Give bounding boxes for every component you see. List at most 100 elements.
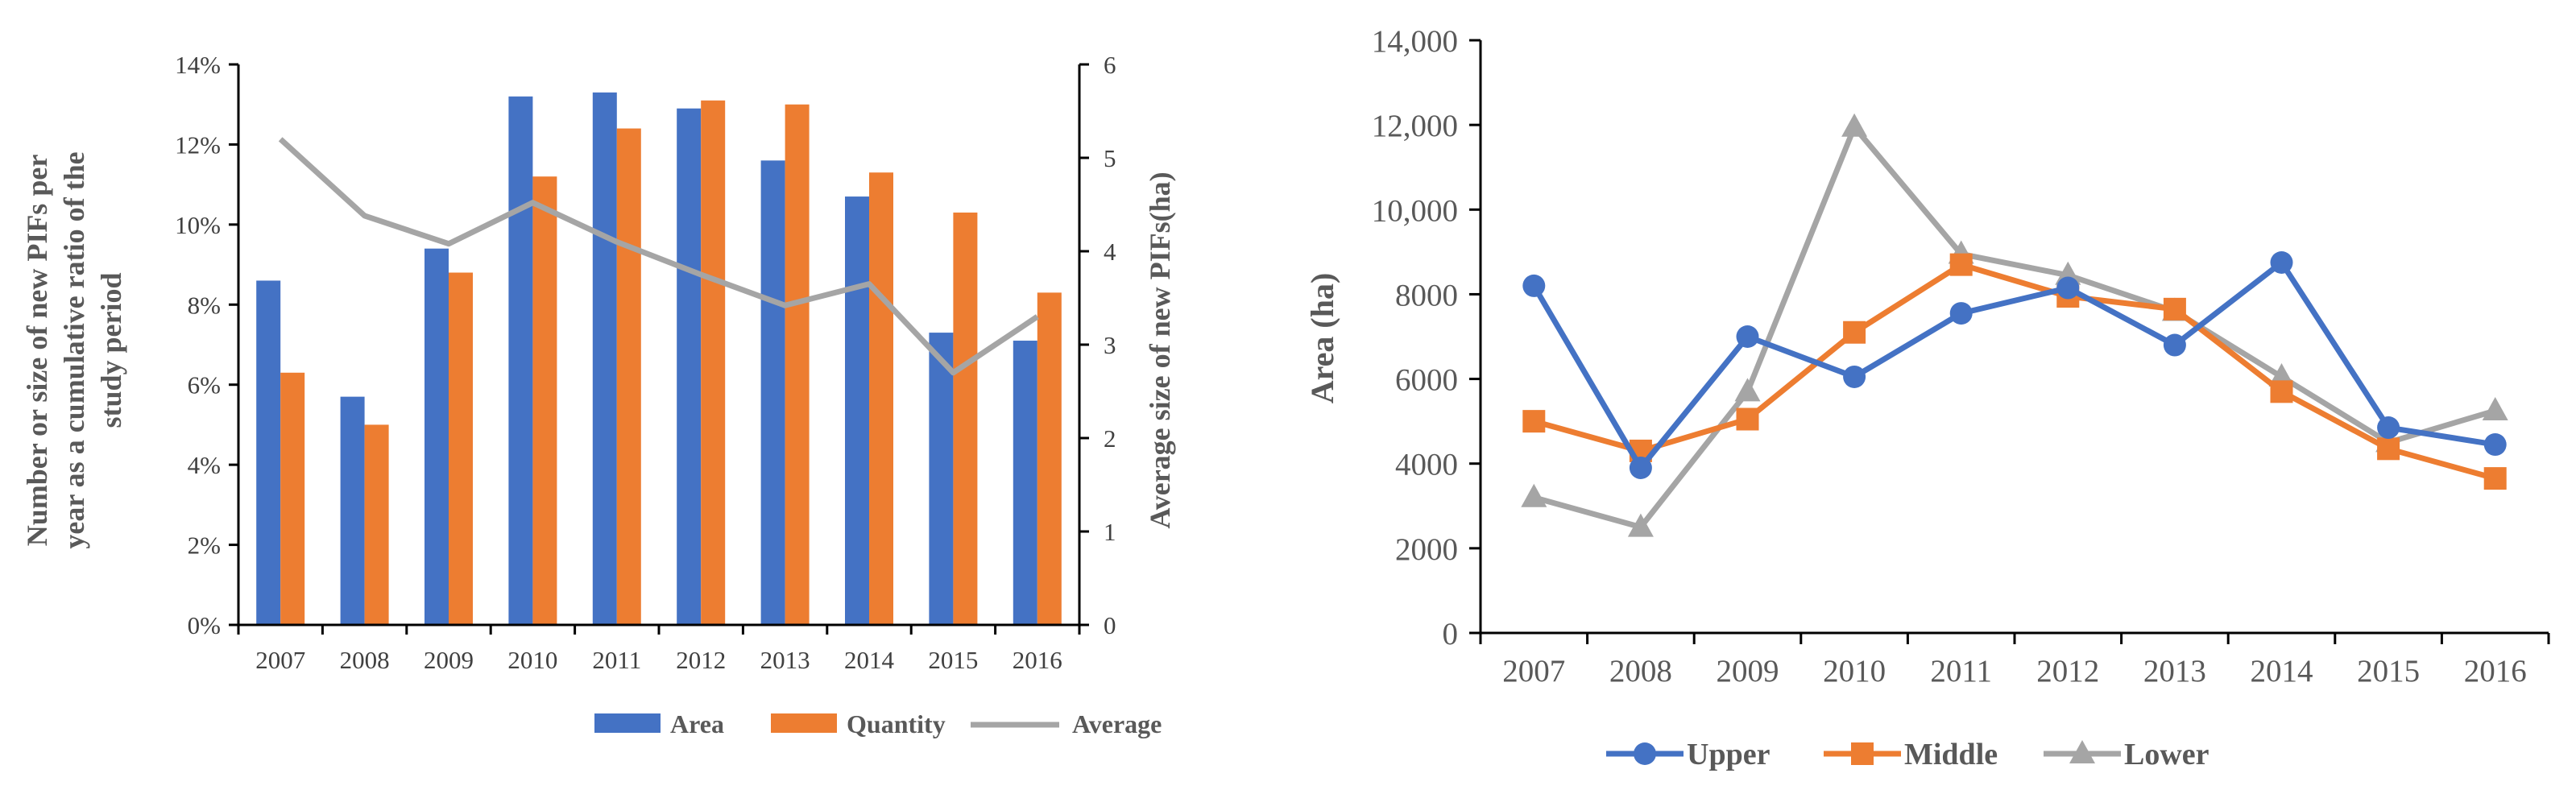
bar-area-2008 [340,396,365,625]
legend-label-area: Area [670,709,724,738]
x-axis-tick-label: 2016 [2464,654,2527,689]
right-axis-tick-label: 5 [1104,144,1116,172]
point-upper-2007 [1522,274,1546,297]
y-axis-tick-label: 8000 [1395,278,1458,312]
point-upper-2015 [2377,416,2400,440]
legend-label-middle: Middle [1904,738,1998,771]
x-axis-tick-label: 2009 [1717,654,1779,689]
bar-area-2013 [760,160,785,626]
x-axis-tick-label: 2010 [507,646,557,674]
left-axis-title-line-1: Number or size of new PIFs per [21,155,53,547]
bar-quantity-2016 [1037,292,1062,625]
point-lower-2007 [1521,483,1547,507]
right-axis-title: Average size of new PIFs(ha) [1144,172,1176,528]
right-axis-tick-label: 4 [1104,238,1116,266]
bar-area-2012 [677,108,702,625]
bar-area-2009 [425,248,449,625]
right-axis-tick-label: 6 [1104,51,1116,79]
bars-layer [256,92,1062,626]
x-axis-tick-label: 2011 [1930,654,1992,689]
legend-marker-lower [2069,740,2095,763]
left-axis-title-line-3: study period [95,272,127,428]
left-axis-tick-label: 12% [175,130,221,159]
point-lower-2009 [1734,378,1761,402]
series-layer-right [1521,113,2508,537]
bar-quantity-2011 [616,128,641,626]
x-axis-tick-label: 2012 [676,646,726,674]
x-axis-tick-label: 2015 [928,646,978,674]
left-axis-tick-label: 14% [175,51,221,79]
line-lower [1533,124,2496,531]
left-axis-tick-label: 10% [175,211,221,239]
chart-right: 0 2000 4000 6000 8000 10,000 12,000 14,000 2007 2… [1304,24,2550,771]
y-axis-tick-label: 2000 [1395,532,1458,567]
legend-swatch-area [594,713,661,733]
point-middle-2013 [2163,297,2186,320]
bar-area-2016 [1013,341,1037,625]
left-axis-title-line-2: year as a cumulative ratio of the [58,151,90,548]
legend-label-average: Average [1072,709,1162,738]
line-middle [1533,262,2496,482]
line-upper [1531,259,2496,471]
point-upper-2011 [1949,302,1973,325]
point-middle-2014 [2270,380,2293,403]
right-chart-axis-title: Area (ha) [1304,273,1340,404]
point-upper-2010 [1843,365,1866,388]
right-axis-tick-label: 1 [1104,518,1116,546]
legend-marker-upper [1634,742,1656,765]
left-axis-tick-label: 2% [188,531,221,560]
x-axis-tick-label: 2011 [592,646,641,674]
point-middle-2016 [2483,467,2507,490]
point-upper-2014 [2270,251,2293,274]
x-axis-tick-label: 2007 [255,646,305,674]
bar-quantity-2007 [280,372,305,625]
left-axis-tick-label: 4% [188,451,221,479]
left-axis-tick-label: 6% [188,371,221,399]
point-upper-2012 [2056,276,2080,300]
right-axis-tick-label: 2 [1104,424,1116,453]
bar-area-2011 [592,92,617,626]
x-axis-tick-label: 2013 [2143,654,2206,689]
point-lower-2016 [2482,397,2508,420]
x-axis-tick-label: 2016 [1013,646,1062,674]
point-middle-2009 [1736,407,1759,431]
x-axis-tick-label: 2012 [2036,654,2099,689]
y-axis-tick-label: 4000 [1395,448,1458,482]
legend-label-upper: Upper [1687,738,1770,771]
bar-area-2014 [845,196,869,626]
bar-quantity-2014 [869,172,893,625]
y-axis-tick-label: 10,000 [1372,193,1458,228]
bar-quantity-2012 [701,100,726,625]
x-axis-tick-label: 2010 [1823,654,1886,689]
point-middle-2007 [1522,410,1546,433]
left-axis-tick-label: 8% [188,291,221,319]
line-average [278,137,1039,376]
legend-left: Area Quantity Average [594,709,1162,738]
x-axis-tick-label: 2014 [2251,654,2313,689]
left-axis-title: Number or size of new PIFs per year as a… [21,151,127,548]
legend-right: Upper Middle Lower [1606,738,2209,771]
point-upper-2008 [1629,456,1652,479]
y-axis-tick-label: 0 [1443,617,1459,651]
point-middle-2011 [1949,253,1973,276]
legend-marker-middle [1851,742,1874,765]
point-upper-2016 [2483,433,2507,457]
axes-layer: 0% 2% 4% 6% 8% 10% 12% 14% 0 1 2 3 4 5 6 2007 2008 2009 20… [175,51,1116,674]
y-axis-tick-label: 6000 [1395,363,1458,398]
right-axis-tick-label: 0 [1104,611,1116,639]
x-axis-tick-label: 2007 [1502,654,1565,689]
bar-area-2007 [256,280,281,625]
x-axis-tick-label: 2008 [340,646,390,674]
bar-quantity-2009 [449,272,473,625]
bar-quantity-2010 [532,176,557,625]
x-axis-tick-label: 2013 [760,646,810,674]
point-upper-2013 [2163,333,2186,357]
x-axis-tick-label: 2014 [844,646,895,674]
bar-quantity-2013 [785,104,810,625]
legend-swatch-quantity [771,713,837,733]
legend-label-lower: Lower [2124,738,2209,771]
point-lower-2010 [1841,113,1868,137]
bar-quantity-2015 [953,212,978,625]
bar-quantity-2008 [364,424,389,625]
